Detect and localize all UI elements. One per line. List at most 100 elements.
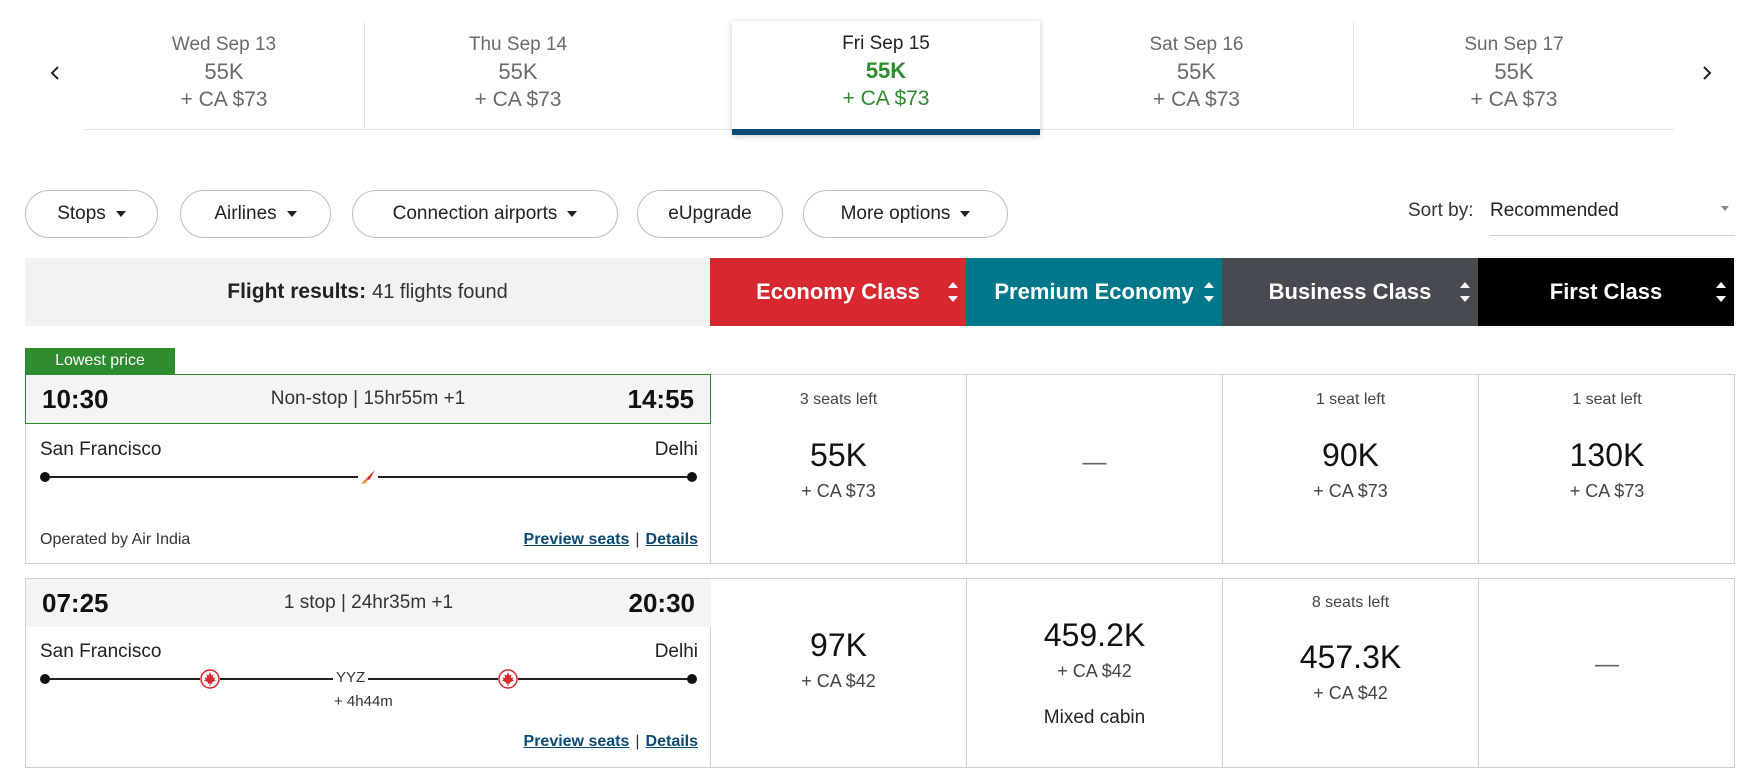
destination-city: Delhi: [654, 439, 698, 460]
flight-itinerary: 10:30 Non-stop | 15hr55m +1 14:55 San Fr…: [25, 374, 711, 563]
caret-down-icon: [960, 211, 971, 217]
operated-by: Operated by Air India: [40, 531, 191, 548]
date-row: Wed Sep 13 55K + CA $73 Thu Sep 14 55K +…: [84, 21, 1674, 135]
connection-airports-filter-label: Connection airports: [392, 203, 558, 224]
cabin-header-label: First Class: [1549, 279, 1663, 304]
date-option[interactable]: Wed Sep 13 55K + CA $73: [84, 22, 365, 130]
more-options-label: More options: [840, 203, 951, 224]
details-link[interactable]: Details: [645, 733, 698, 750]
route-line: YYZ: [40, 669, 697, 689]
flight-links: Preview seats | Details: [523, 531, 698, 548]
preview-seats-link[interactable]: Preview seats: [523, 531, 630, 548]
seats-left: 3 seats left: [799, 391, 878, 408]
date-tax: + CA $73: [474, 88, 562, 111]
fare-points: 459.2K: [1043, 617, 1146, 653]
flight-itinerary: 07:25 1 stop | 24hr35m +1 20:30 San Fran…: [26, 579, 711, 767]
route-destination-dot: [687, 472, 697, 482]
sort-arrows-icon: [1460, 282, 1470, 302]
airlines-filter-button[interactable]: Airlines: [180, 190, 331, 238]
departure-time: 07:25: [42, 587, 109, 618]
date-points: 55K: [865, 58, 907, 83]
cabin-header-label: Economy Class: [756, 279, 920, 304]
stops-filter-button[interactable]: Stops: [25, 190, 158, 238]
lowest-price-badge: Lowest price: [25, 348, 175, 374]
cabin-header-first[interactable]: First Class: [1478, 258, 1734, 326]
fare-business[interactable]: 8 seats left 457.3K + CA $42: [1223, 579, 1479, 767]
date-option[interactable]: Thu Sep 14 55K + CA $73: [365, 22, 671, 130]
sort-select[interactable]: Recommended: [1490, 194, 1735, 236]
chevron-right-icon[interactable]: [1692, 58, 1722, 88]
fare-economy[interactable]: 97K + CA $42: [711, 579, 967, 767]
fare-economy[interactable]: 3 seats left 55K + CA $73: [711, 375, 967, 563]
route-line: [40, 468, 697, 486]
fare-tax: + CA $42: [1057, 661, 1132, 681]
connection-airport: YYZ: [333, 669, 369, 686]
eupgrade-filter-button[interactable]: eUpgrade: [637, 190, 783, 238]
flight-summary: 1 stop | 24hr35m +1: [283, 592, 454, 613]
flight-time-bar: 07:25 1 stop | 24hr35m +1 20:30: [26, 579, 711, 627]
date-tax: + CA $73: [1470, 88, 1558, 111]
results-count: 41 flights found: [372, 280, 508, 303]
sort-arrows-icon: [1716, 282, 1726, 302]
date-tax: + CA $73: [842, 87, 930, 110]
fare-tax: + CA $73: [1569, 481, 1645, 501]
fare-first[interactable]: 1 seat left 130K + CA $73: [1479, 375, 1735, 563]
date-points: 55K: [498, 59, 538, 84]
seats-left: 1 seat left: [1572, 391, 1642, 408]
fare-unavailable: —: [1082, 449, 1107, 476]
date-tax: + CA $73: [180, 88, 268, 111]
details-link[interactable]: Details: [645, 531, 698, 548]
departure-time: 10:30: [42, 383, 109, 414]
fare-tax: + CA $73: [801, 481, 876, 501]
fare-first: —: [1479, 579, 1735, 767]
fare-tax: + CA $42: [801, 671, 876, 691]
caret-down-icon: [115, 211, 126, 217]
date-label: Wed Sep 13: [171, 34, 277, 55]
date-option[interactable]: Sun Sep 17 55K + CA $73: [1354, 22, 1674, 130]
date-strip: Wed Sep 13 55K + CA $73 Thu Sep 14 55K +…: [0, 0, 1759, 140]
caret-down-icon: [286, 211, 297, 217]
flight-time-bar: 10:30 Non-stop | 15hr55m +1 14:55: [25, 374, 711, 424]
cabin-header-economy[interactable]: Economy Class: [710, 258, 966, 326]
layover-duration: + 4h44m: [334, 693, 393, 710]
connection-airports-filter-button[interactable]: Connection airports: [352, 190, 618, 238]
fare-points: 457.3K: [1299, 639, 1402, 675]
air-canada-maple-leaf-icon: [200, 669, 220, 689]
sort-value: Recommended: [1490, 200, 1619, 221]
more-options-button[interactable]: More options: [803, 190, 1008, 238]
fare-points: 97K: [810, 627, 867, 663]
flight-summary: Non-stop | 15hr55m +1: [270, 388, 466, 409]
origin-city: San Francisco: [40, 641, 162, 662]
fare-business[interactable]: 1 seat left 90K + CA $73: [1223, 375, 1479, 563]
fare-premium-economy[interactable]: 459.2K + CA $42 Mixed cabin: [967, 579, 1223, 767]
flight-card: 07:25 1 stop | 24hr35m +1 20:30 San Fran…: [25, 578, 1735, 768]
sort-arrows-icon: [1204, 282, 1214, 302]
caret-down-icon: [567, 211, 578, 217]
cabin-header-premium-economy[interactable]: Premium Economy: [966, 258, 1222, 326]
arrival-time: 14:55: [627, 383, 695, 414]
date-label: Thu Sep 14: [468, 34, 568, 55]
airlines-filter-label: Airlines: [214, 203, 277, 224]
chevron-left-icon[interactable]: [40, 58, 70, 88]
date-option[interactable]: Sat Sep 16 55K + CA $73: [1040, 22, 1354, 130]
fare-unavailable: —: [1595, 651, 1619, 678]
air-canada-maple-leaf-icon: [498, 669, 518, 689]
caret-down-icon: [1721, 206, 1729, 211]
date-tax: + CA $73: [1153, 88, 1240, 111]
date-points: 55K: [1176, 59, 1217, 84]
flight-links: Preview seats | Details: [523, 733, 698, 750]
fare-points: 130K: [1569, 437, 1645, 473]
cabin-header-business[interactable]: Business Class: [1222, 258, 1478, 326]
fare-tax: + CA $73: [1313, 481, 1388, 501]
date-option-selected[interactable]: Fri Sep 15 55K + CA $73: [732, 21, 1040, 135]
date-points: 55K: [204, 59, 244, 84]
destination-city: Delhi: [654, 641, 698, 662]
mixed-cabin-note: Mixed cabin: [1043, 707, 1146, 728]
preview-seats-link[interactable]: Preview seats: [523, 733, 630, 750]
route-destination-dot: [687, 674, 697, 684]
results-label: Flight results:: [227, 280, 367, 303]
fare-premium-economy: —: [967, 375, 1223, 563]
fare-points: 55K: [810, 437, 867, 473]
date-label: Sat Sep 16: [1149, 34, 1244, 55]
results-summary: Flight results: 41 flights found: [25, 258, 710, 326]
